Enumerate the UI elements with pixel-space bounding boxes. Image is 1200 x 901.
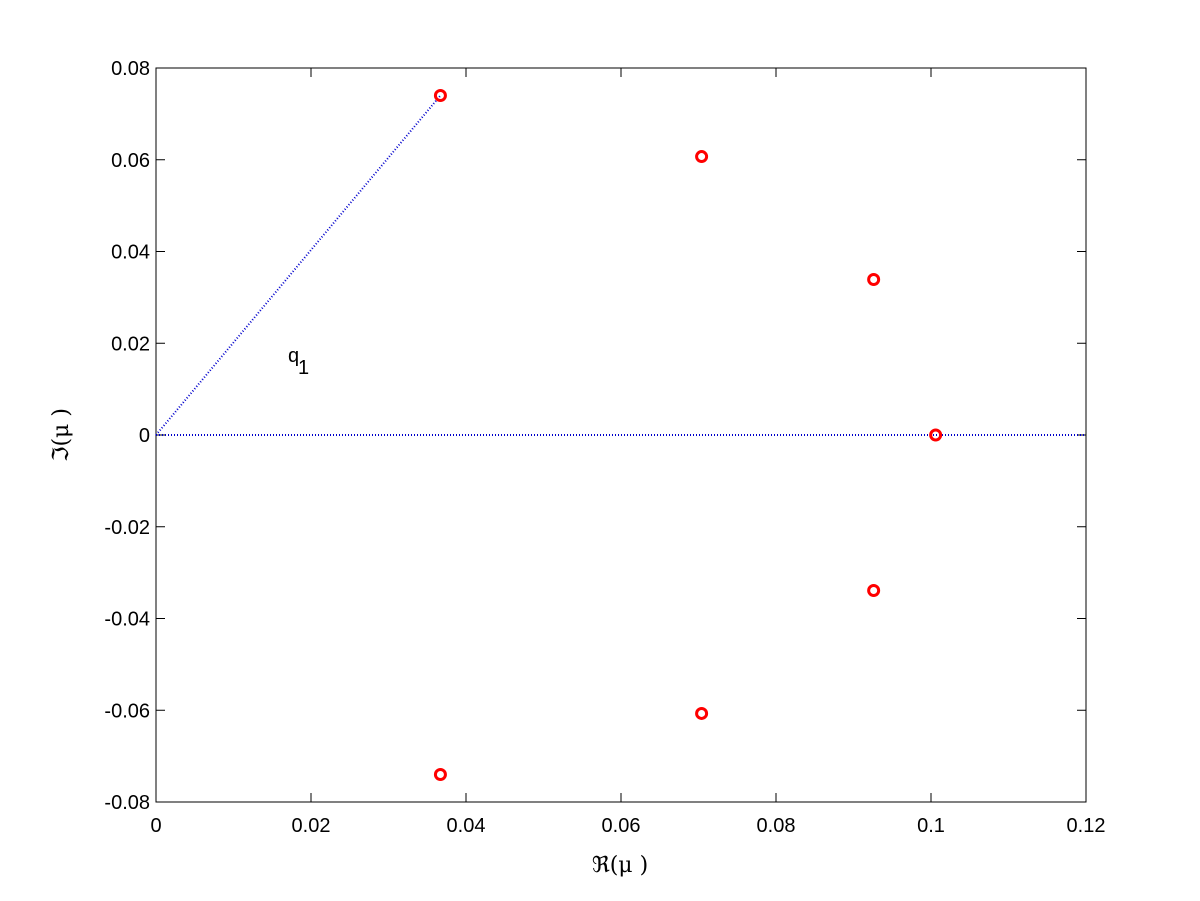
y-tick-label: 0.06 (111, 150, 150, 172)
annotation: q (288, 345, 299, 367)
point (695, 150, 709, 164)
x-tick-label: 0.12 (1067, 815, 1106, 837)
annotation-subscript: 1 (298, 357, 309, 379)
y-tick-label: 0.04 (111, 242, 150, 264)
x-tick-label: 0.1 (917, 815, 945, 837)
y-tick-label: 0 (139, 425, 150, 447)
y-tick-label: -0.08 (104, 792, 150, 814)
y-tick-label: -0.02 (104, 517, 150, 539)
x-tick-label: 0.04 (447, 815, 486, 837)
x-tick-label: 0.06 (602, 815, 641, 837)
x-tick-label: 0.08 (757, 815, 796, 837)
x-tick-label: 0 (150, 815, 161, 837)
point (433, 767, 447, 781)
point (695, 706, 709, 720)
x-axis-label: ℜ(μ ) (592, 853, 648, 878)
y-tick-label: 0.02 (111, 333, 150, 355)
reference-line (155, 94, 442, 436)
y-axis-label: ℑ(μ ) (49, 408, 74, 462)
point (433, 89, 447, 103)
point (929, 428, 943, 442)
x-tick-label: 0.02 (292, 815, 331, 837)
y-tick-label: 0.08 (111, 58, 150, 80)
y-tick-label: -0.06 (104, 700, 150, 722)
point (867, 272, 881, 286)
point (867, 584, 881, 598)
y-tick-label: -0.04 (104, 609, 150, 631)
